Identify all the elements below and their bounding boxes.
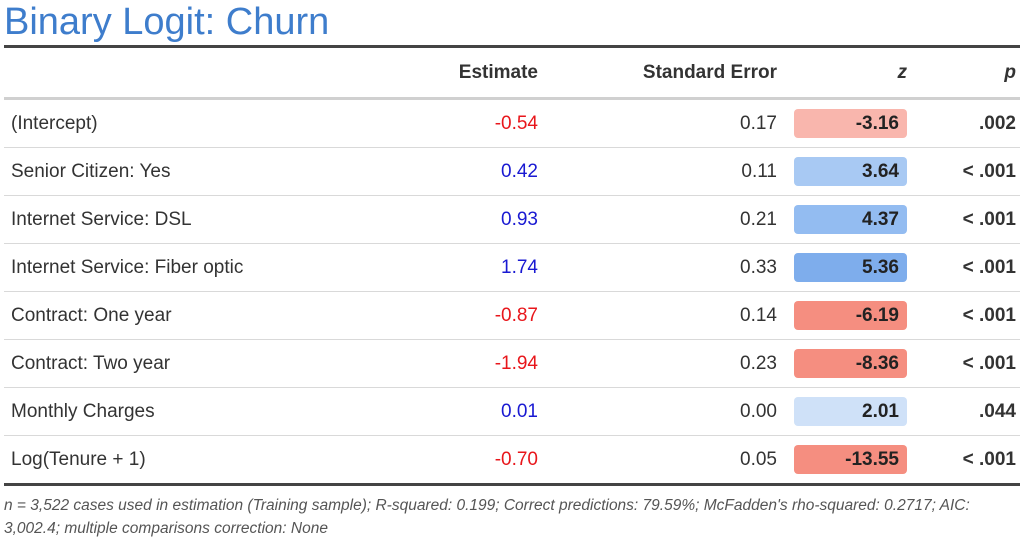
table-row: Log(Tenure + 1) -0.70 0.05 -13.55 < .001 (4, 436, 1020, 483)
standard-error-value: 0.11 (741, 160, 777, 182)
p-value: < .001 (962, 208, 1016, 230)
table-row: Contract: Two year -1.94 0.23 -8.36 < .001 (4, 340, 1020, 388)
estimate-value: -0.70 (494, 448, 538, 470)
p-value: .002 (979, 112, 1016, 134)
standard-error-value: 0.21 (740, 208, 777, 230)
table-row: Internet Service: Fiber optic 1.74 0.33 5.3… (4, 244, 1020, 292)
estimate-value: 0.01 (501, 400, 538, 422)
table-row: (Intercept) -0.54 0.17 -3.16 .002 (4, 100, 1020, 148)
standard-error-value: 0.14 (740, 304, 777, 326)
standard-error-value: 0.17 (740, 112, 777, 134)
standard-error-value: 0.00 (740, 400, 777, 422)
row-label: Monthly Charges (11, 400, 155, 422)
standard-error-value: 0.23 (740, 352, 777, 374)
table-body: (Intercept) -0.54 0.17 -3.16 .002 Senior Citi… (4, 100, 1020, 483)
header-estimate: Estimate (458, 61, 538, 83)
p-value: < .001 (962, 352, 1016, 374)
coefficient-table: Estimate Standard Error z p (Intercept) -… (4, 45, 1020, 486)
z-value-badge: 4.37 (794, 205, 907, 234)
header-z: z (897, 61, 908, 83)
standard-error-value: 0.33 (740, 256, 777, 278)
page-title: Binary Logit: Churn (4, 1, 330, 43)
table-row: Monthly Charges 0.01 0.00 2.01 .044 (4, 388, 1020, 436)
p-value: .044 (979, 400, 1016, 422)
row-label: Contract: One year (11, 304, 172, 326)
standard-error-value: 0.05 (740, 448, 777, 470)
p-value: < .001 (962, 304, 1016, 326)
table-header-row: Estimate Standard Error z p (4, 48, 1020, 100)
table-row: Senior Citizen: Yes 0.42 0.11 3.64 < .001 (4, 148, 1020, 196)
estimate-value: -1.94 (494, 352, 538, 374)
p-value: < .001 (962, 160, 1016, 182)
z-value-badge: -6.19 (794, 301, 907, 330)
z-value-badge: 3.64 (794, 157, 907, 186)
row-label: Internet Service: Fiber optic (11, 256, 244, 278)
table-row: Contract: One year -0.87 0.14 -6.19 < .001 (4, 292, 1020, 340)
header-standard-error: Standard Error (642, 61, 777, 83)
row-label: (Intercept) (11, 112, 98, 134)
z-value-badge: 5.36 (794, 253, 907, 282)
header-p: p (1004, 61, 1016, 83)
estimate-value: 1.74 (501, 256, 538, 278)
table-row: Internet Service: DSL 0.93 0.21 4.37 < .001 (4, 196, 1020, 244)
z-value-badge: -3.16 (794, 109, 907, 138)
p-value: < .001 (962, 256, 1016, 278)
row-label: Senior Citizen: Yes (11, 160, 171, 182)
row-label: Contract: Two year (11, 352, 171, 374)
z-value-badge: -8.36 (794, 349, 907, 378)
p-value: < .001 (962, 448, 1016, 470)
estimate-value: -0.87 (494, 304, 538, 326)
z-value-badge: -13.55 (794, 445, 907, 474)
estimate-value: -0.54 (494, 112, 538, 134)
row-label: Log(Tenure + 1) (11, 448, 146, 470)
z-value-badge: 2.01 (794, 397, 907, 426)
footnote: n = 3,522 cases used in estimation (Trai… (4, 497, 970, 537)
estimate-value: 0.93 (501, 208, 538, 230)
row-label: Internet Service: DSL (11, 208, 192, 230)
estimate-value: 0.42 (501, 160, 538, 182)
